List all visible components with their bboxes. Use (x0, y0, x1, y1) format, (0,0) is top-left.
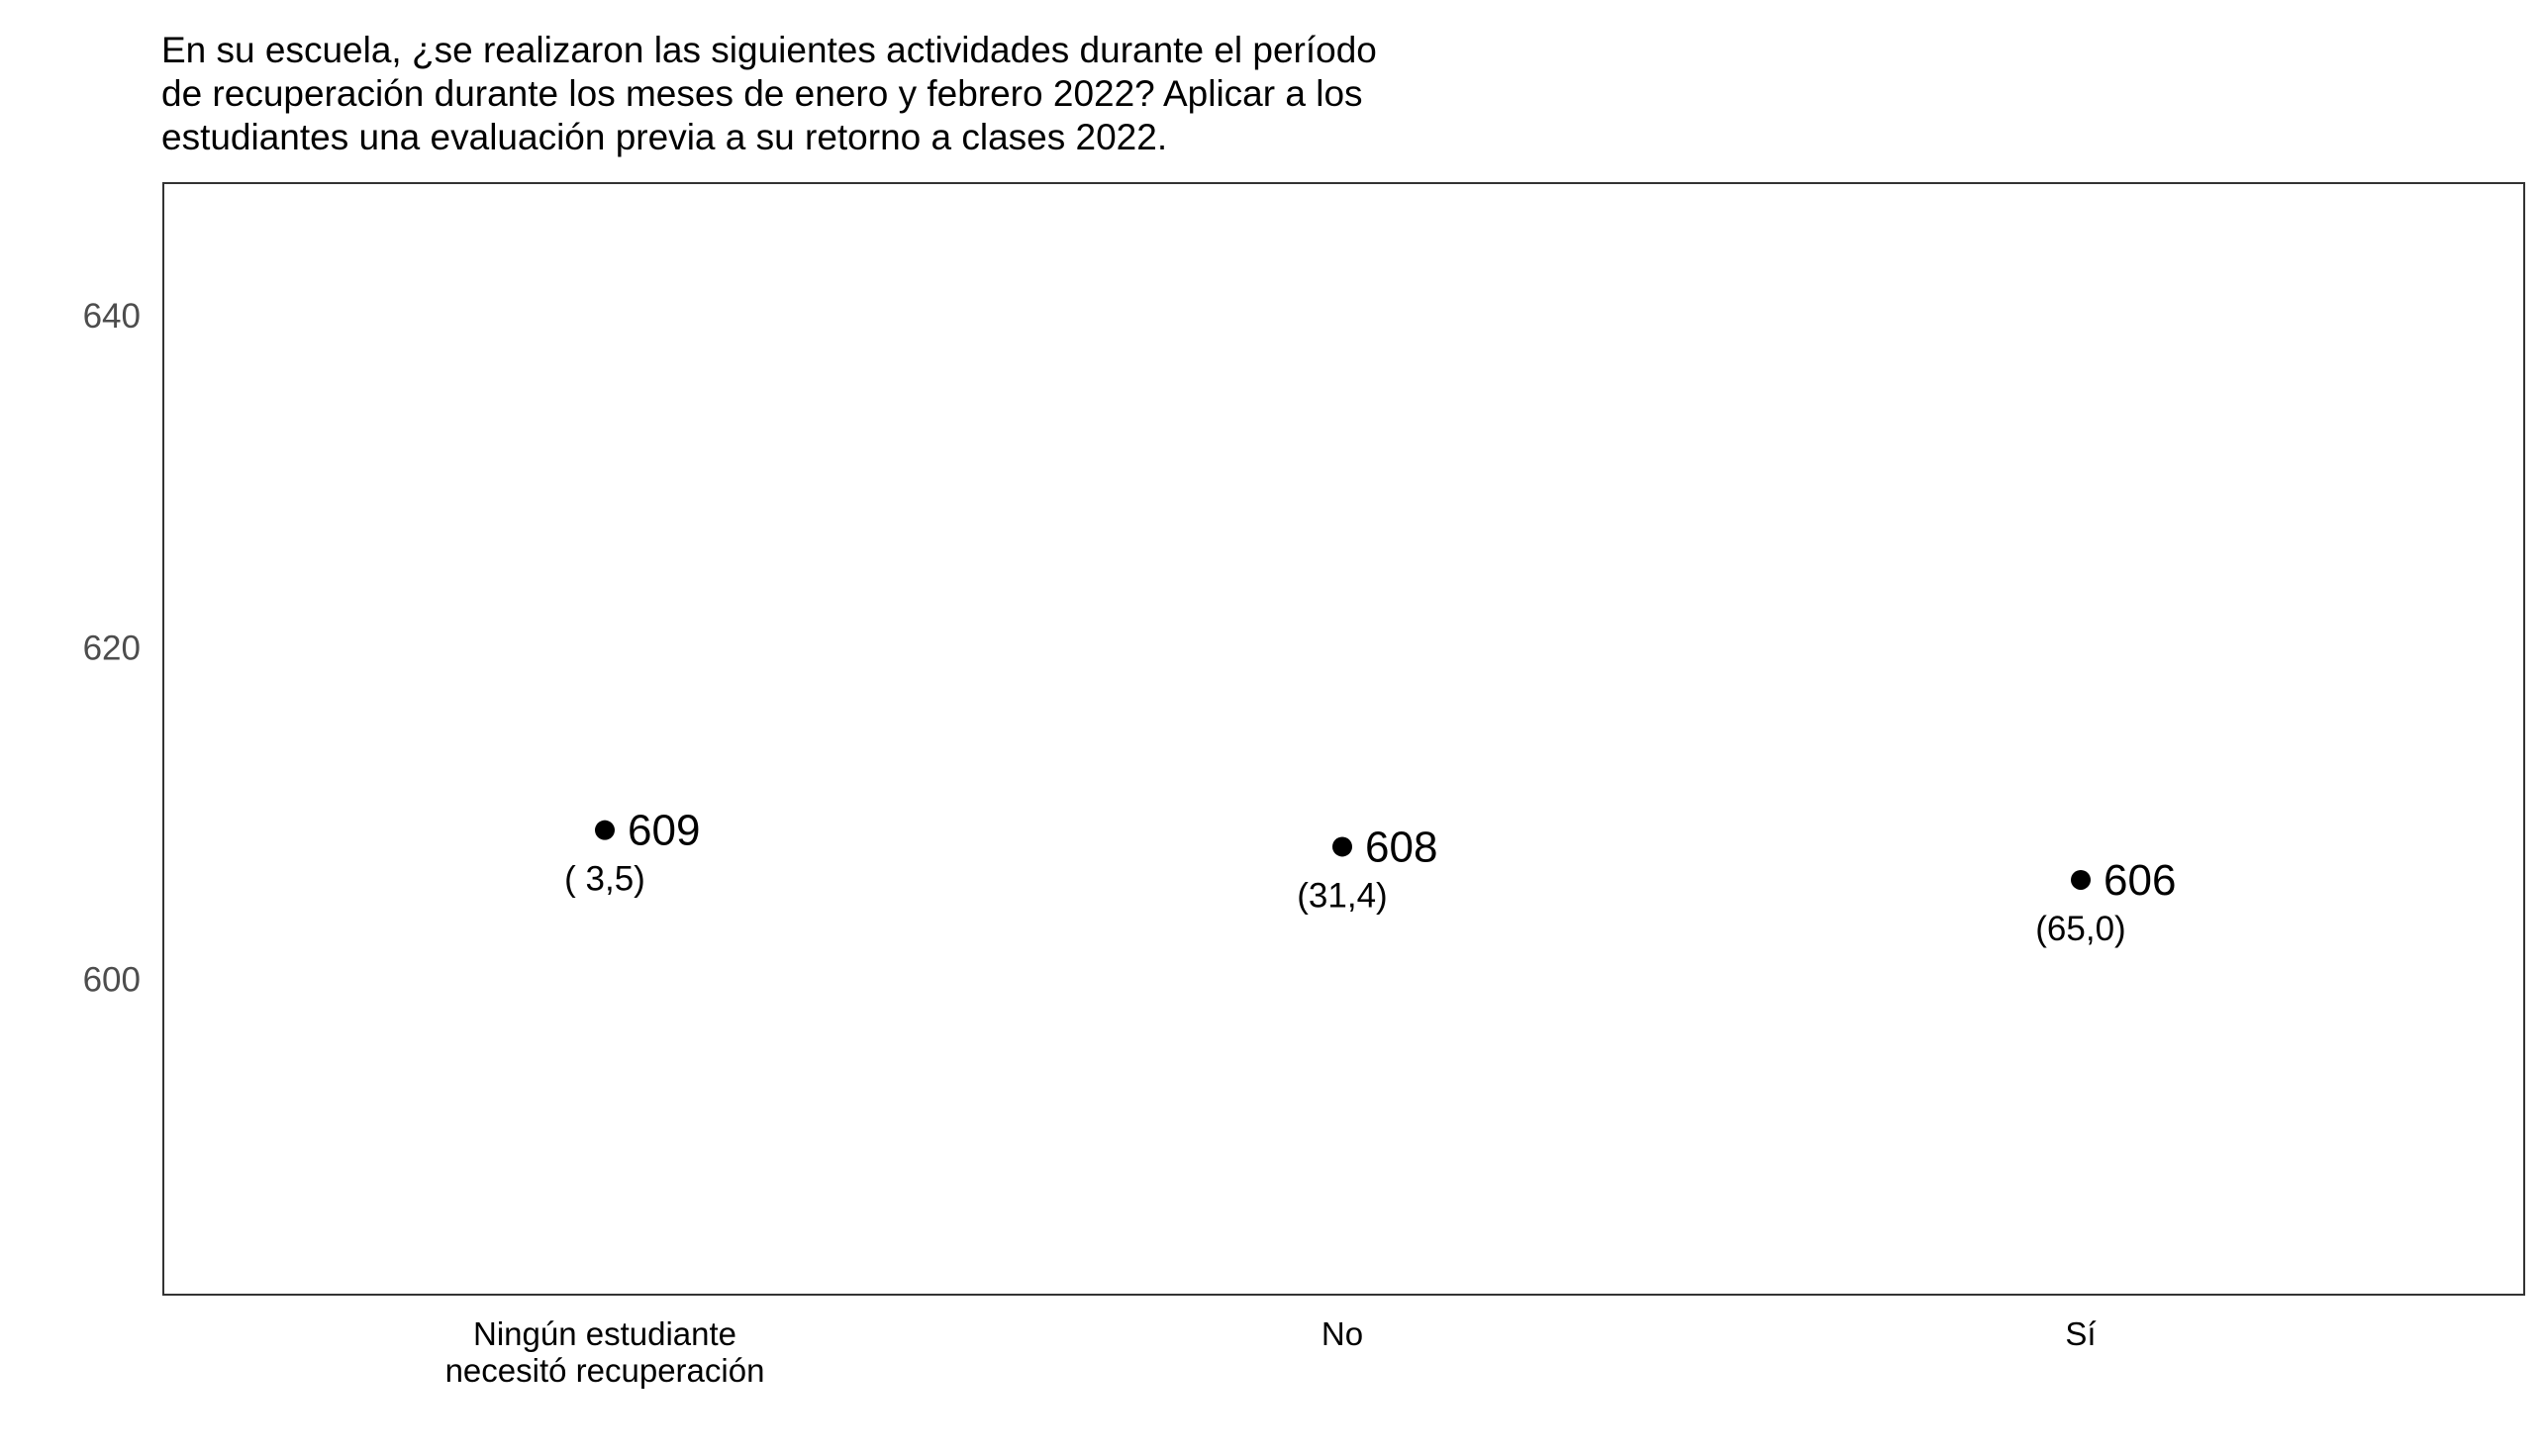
chart-title-line-3: estudiantes una evaluación previa a su r… (161, 117, 1167, 157)
data-point-3 (2071, 869, 2091, 890)
y-tick-label-640: 640 (83, 297, 141, 336)
chart-title-line-1: En su escuela, ¿se realizaron las siguie… (161, 30, 1377, 70)
x-tick-label-1-line-1: Ningún estudiante (473, 1315, 736, 1352)
chart-title: En su escuela, ¿se realizaron las siguie… (161, 30, 1377, 157)
percent-label-1: ( 3,5) (564, 860, 645, 899)
value-label-2: 608 (1365, 823, 1437, 871)
y-tick-label-620: 620 (83, 629, 141, 667)
x-tick-label-1-line-2: necesitó recuperación (445, 1352, 765, 1389)
value-label-3: 606 (2104, 856, 2176, 905)
value-label-1: 609 (628, 807, 700, 855)
data-points: 609 ( 3,5) 608 (31,4) 606 (65,0) (564, 807, 2176, 948)
percent-label-3: (65,0) (2035, 910, 2125, 948)
y-axis: 600 620 640 (83, 297, 141, 999)
y-tick-label-600: 600 (83, 961, 141, 1000)
percent-label-2: (31,4) (1297, 876, 1387, 915)
plot-frame (162, 182, 2525, 1296)
data-point-2 (1332, 836, 1352, 857)
data-point-1 (595, 820, 615, 840)
x-tick-label-3-line-1: Sí (2065, 1315, 2096, 1352)
x-tick-label-2-line-1: No (1321, 1315, 1363, 1352)
chart-title-line-2: de recuperación durante los meses de ene… (161, 73, 1363, 114)
